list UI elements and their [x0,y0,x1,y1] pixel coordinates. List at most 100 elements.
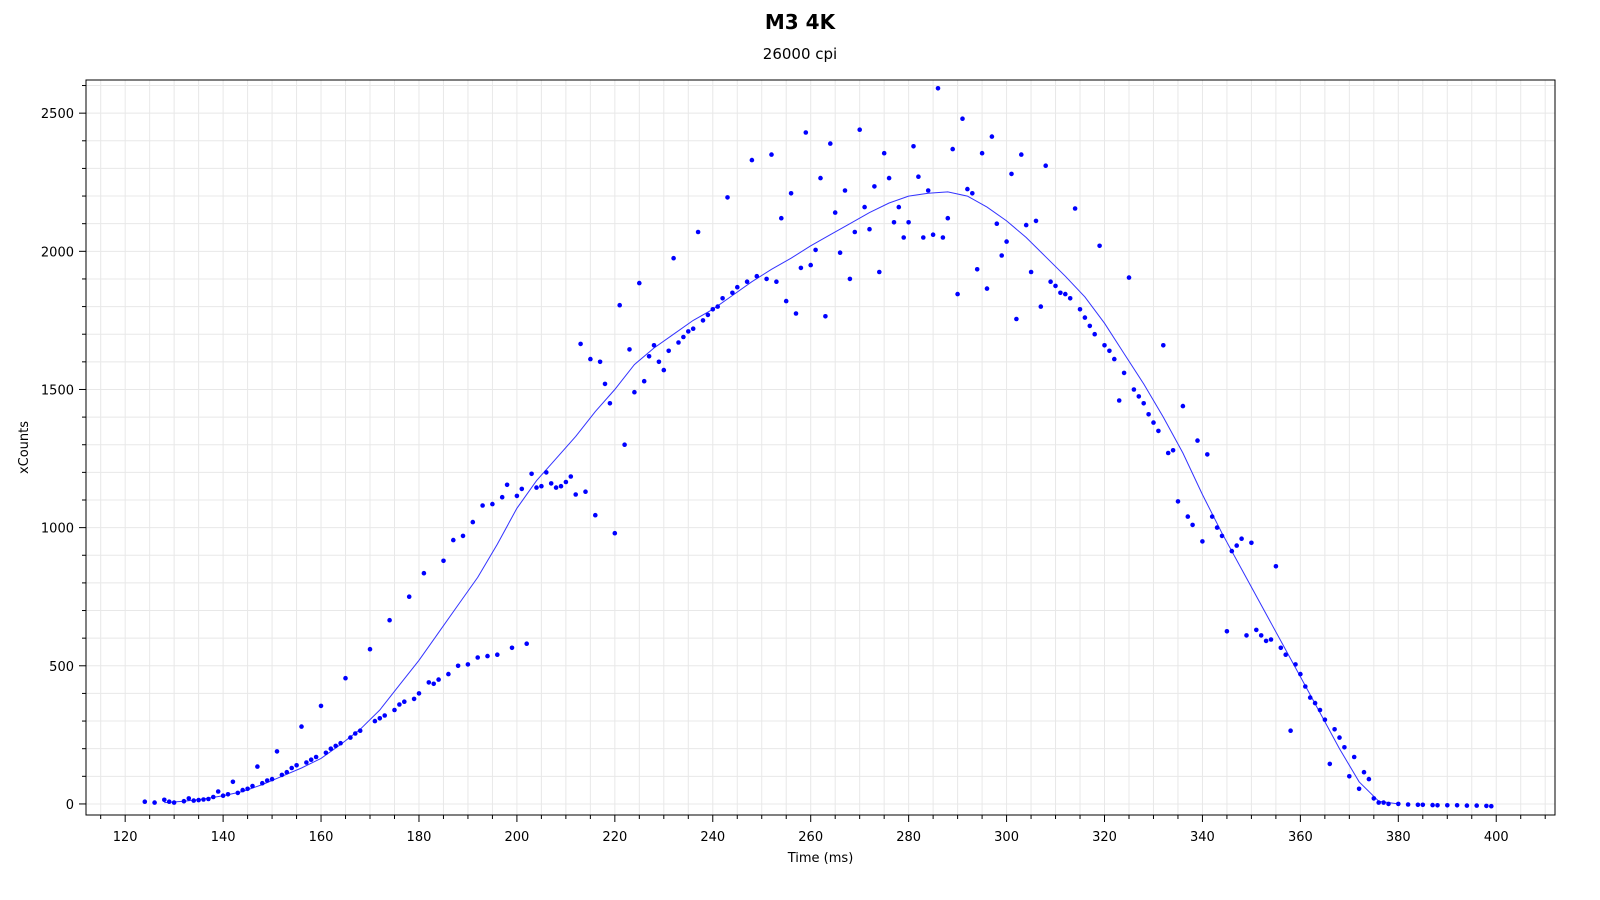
data-point [308,757,314,762]
data-point [1175,499,1181,504]
data-point [1239,536,1244,541]
data-point [583,489,588,495]
data-point [1185,514,1191,519]
data-point [470,519,476,525]
chart-subtitle: 26000 cpi [762,45,838,63]
data-point [622,442,627,448]
data-point [896,204,902,210]
data-point [779,215,784,221]
data-point [637,280,642,286]
x-tick-label: 320 [1092,830,1117,845]
data-point [1322,717,1328,722]
data-point [397,702,402,707]
data-point [201,797,206,802]
data-point [196,797,201,803]
data-point [960,116,965,121]
data-point [1347,774,1352,779]
data-point [1420,802,1426,808]
data-point [1033,218,1039,224]
y-tick-label: 500 [49,660,74,675]
data-point [1454,803,1460,808]
data-point [455,663,461,669]
data-point [1121,370,1127,376]
data-point [1317,707,1323,713]
data-point [519,486,525,492]
data-point [832,210,838,215]
data-point [1351,754,1357,760]
data-point [255,764,260,769]
data-point [823,314,828,319]
data-point [162,797,167,803]
data-point [1332,727,1337,732]
data-point [1087,323,1093,329]
data-point [220,793,226,798]
x-tick-label: 140 [211,830,236,845]
data-point [965,186,970,192]
data-point [1014,316,1019,322]
data-point [720,296,725,301]
data-point [558,483,564,489]
data-point [475,655,481,660]
data-point [421,570,427,576]
data-point [686,329,691,334]
data-point [1307,695,1313,700]
data-point [862,204,867,210]
data-point [695,229,701,235]
data-point [1004,239,1009,244]
data-point [950,146,955,152]
data-point [235,790,241,796]
data-point [338,740,343,746]
data-point [1293,662,1298,667]
data-point [764,276,769,282]
data-point [1092,331,1097,337]
data-point [1072,206,1078,211]
data-point [514,493,520,499]
data-point [269,776,275,782]
data-point [901,235,906,240]
data-point [431,681,437,687]
data-point [1141,401,1146,406]
data-point [289,765,295,771]
data-point [1102,343,1107,348]
data-point [573,492,578,497]
data-point [793,311,799,316]
data-point [1058,290,1063,296]
y-axis-label: xCounts [17,421,32,474]
data-point [700,318,706,323]
data-point [744,279,750,285]
x-tick-label: 240 [700,830,725,845]
data-point [166,799,172,804]
data-point [1254,627,1259,633]
data-point [1258,633,1264,638]
data-point [451,537,456,543]
data-point [426,680,432,685]
data-point [984,286,990,291]
data-point [1116,398,1122,403]
data-point [529,471,534,477]
x-tick-label: 120 [113,830,138,845]
x-tick-label: 380 [1386,830,1411,845]
data-point [1288,728,1293,733]
data-point [1151,420,1156,425]
data-point [813,247,818,253]
data-point [304,760,309,765]
data-point [1214,525,1220,530]
data-point [588,356,593,362]
data-point [299,724,304,729]
data-point [539,483,544,489]
data-point [406,594,412,599]
data-point [1224,629,1230,634]
data-point [387,617,392,623]
data-point [392,707,397,713]
data-point [1077,307,1083,312]
data-point [372,718,378,724]
data-point [377,716,383,721]
data-point [1043,163,1048,168]
data-point [808,262,813,268]
data-point [1386,801,1391,807]
y-tick-label: 1500 [41,383,74,398]
data-point [509,645,515,651]
data-point [1361,769,1367,775]
data-point [989,134,995,139]
